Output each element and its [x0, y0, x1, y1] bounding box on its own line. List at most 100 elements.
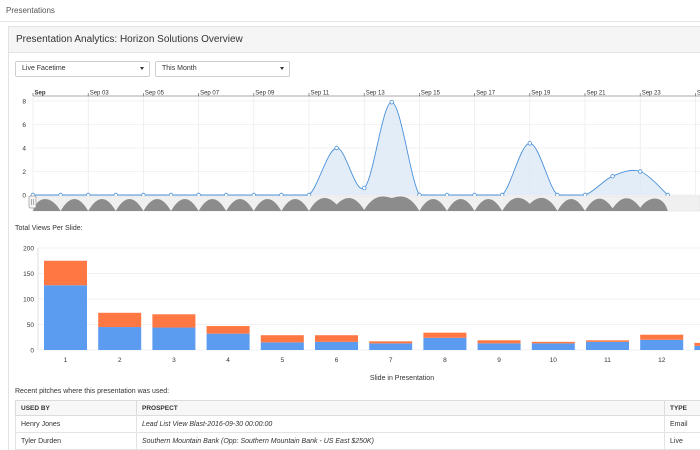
breadcrumb[interactable]: Presentations — [6, 6, 55, 15]
period-select[interactable]: This Month — [155, 61, 290, 77]
data-point[interactable] — [389, 99, 394, 105]
panel-header: Presentation Analytics: Horizon Solution… — [9, 27, 700, 53]
bar-segment-secondary[interactable] — [44, 260, 87, 286]
x-tick-label: Sep 05 — [145, 91, 165, 97]
x-tick-label: Sep 13 — [366, 91, 386, 97]
y-tick-label: 0 — [30, 348, 34, 355]
bar-segment-secondary[interactable] — [531, 341, 575, 344]
bar-segment-secondary[interactable] — [586, 340, 629, 342]
bar-segment-primary[interactable] — [369, 343, 413, 350]
x-tick-label: 10 — [550, 357, 558, 364]
period-select-value: This Month — [162, 65, 197, 72]
y-tick-label: 2 — [22, 169, 26, 176]
bar-segment-primary[interactable] — [531, 343, 575, 350]
column-header-prospect[interactable]: PROSPECT — [136, 400, 665, 416]
cell-type: Email — [664, 415, 700, 433]
bar-segment-secondary[interactable] — [152, 314, 196, 328]
x-tick-label: 12 — [658, 357, 666, 364]
table-header-row: USED BY PROSPECT TYPE — [15, 400, 700, 416]
x-tick-label: Sep 23 — [642, 91, 662, 97]
data-point[interactable] — [362, 185, 367, 191]
bar-segment-primary[interactable] — [260, 342, 304, 350]
page-title: Presentation Analytics: Horizon Solution… — [16, 34, 243, 45]
bar-segment-primary[interactable] — [586, 341, 629, 350]
x-tick-label: 9 — [497, 357, 501, 364]
metric-select[interactable]: Live Facetime — [15, 61, 150, 77]
x-tick-label: 1 — [64, 357, 68, 364]
bar-series — [44, 260, 700, 350]
y-tick-label: 150 — [23, 271, 34, 278]
bar-segment-secondary[interactable] — [98, 312, 142, 328]
x-tick-label: Sep — [35, 91, 46, 97]
x-tick-label: 4 — [226, 357, 230, 364]
timeline-x-labels: Sep Sep 03 Sep 05 Sep 07 Sep 09 Sep 11 Sep 13 S… — [32, 91, 700, 97]
cell-used-by: Tyler Durden — [15, 432, 137, 450]
x-tick-label: Sep 19 — [531, 91, 551, 97]
bar-segment-secondary[interactable] — [640, 334, 684, 340]
bar-segment-secondary[interactable] — [477, 340, 521, 344]
bar-segment-primary[interactable] — [640, 339, 684, 350]
data-point[interactable] — [638, 169, 643, 174]
bar-segment-primary[interactable] — [44, 285, 87, 350]
pitches-table: USED BY PROSPECT TYPE Henry Jones Lead L… — [15, 400, 700, 450]
x-tick-label: 8 — [443, 357, 447, 364]
navigator-handle[interactable] — [28, 195, 37, 209]
bar-segment-primary[interactable] — [694, 345, 700, 350]
y-tick-label: 200 — [23, 246, 34, 253]
pitches-label: Recent pitches where this presentation w… — [15, 388, 170, 395]
x-tick-label: 3 — [172, 357, 176, 364]
x-tick-label: 11 — [604, 357, 611, 364]
bar-segment-secondary[interactable] — [694, 342, 700, 346]
x-tick-label: Sep 17 — [476, 91, 496, 97]
top-bar: Presentations — [0, 0, 700, 22]
x-tick-label: 6 — [335, 357, 339, 364]
bar-y-labels: 0 50 100 150 200 — [23, 246, 34, 355]
column-header-used-by[interactable]: USED BY — [15, 400, 137, 416]
data-point[interactable] — [527, 141, 532, 146]
bar-segment-primary[interactable] — [98, 327, 142, 350]
bar-segment-secondary[interactable] — [260, 335, 304, 343]
cell-used-by: Henry Jones — [15, 415, 137, 433]
chevron-down-icon — [140, 67, 144, 70]
x-tick-label: 7 — [389, 357, 393, 364]
bar-segment-secondary[interactable] — [206, 326, 250, 334]
x-tick-label: 2 — [118, 357, 122, 364]
bar-x-axis-title: Slide in Presentation — [370, 375, 434, 382]
bar-segment-primary[interactable] — [152, 327, 196, 350]
timeline-chart: Sep Sep 03 Sep 05 Sep 07 Sep 09 Sep 11 Sep 13 S… — [22, 91, 700, 212]
cell-prospect[interactable]: Lead List View Blast-2016-09-30 00:00:00 — [136, 415, 665, 433]
bar-segment-primary[interactable] — [423, 337, 467, 350]
y-tick-label: 100 — [23, 297, 34, 304]
cell-prospect[interactable]: Southern Mountain Bank (Opp: Southern Mo… — [136, 432, 665, 450]
x-tick-label: Sep 09 — [255, 91, 275, 97]
x-tick-label: Sep 15 — [421, 91, 441, 97]
x-tick-label: Sep 03 — [90, 91, 110, 97]
bar-segment-primary[interactable] — [206, 333, 250, 350]
bar-segment-primary[interactable] — [477, 343, 521, 350]
analytics-panel: Presentation Analytics: Horizon Solution… — [8, 26, 700, 450]
data-point[interactable] — [610, 173, 615, 179]
data-point[interactable] — [334, 145, 339, 151]
column-header-type[interactable]: TYPE — [664, 400, 700, 416]
table-row[interactable]: Tyler Durden Southern Mountain Bank (Opp… — [15, 432, 700, 450]
cell-type: Live — [664, 432, 700, 450]
y-tick-label: 4 — [22, 146, 26, 153]
x-tick-label: 5 — [280, 357, 284, 364]
y-tick-label: 50 — [27, 322, 35, 329]
metric-select-value: Live Facetime — [22, 65, 66, 72]
table-row[interactable]: Henry Jones Lead List View Blast-2016-09… — [15, 415, 700, 433]
bar-segment-secondary[interactable] — [315, 335, 358, 342]
x-tick-label: Sep 21 — [587, 91, 607, 97]
bar-chart-label: Total Views Per Slide: — [15, 225, 83, 232]
bar-segment-secondary[interactable] — [423, 332, 467, 338]
navigator-series — [33, 196, 668, 211]
y-tick-label: 0 — [22, 193, 26, 200]
bar-segment-secondary[interactable] — [369, 341, 413, 344]
timeline-area — [33, 102, 668, 195]
x-tick-label: Sep 11 — [311, 91, 330, 97]
chevron-down-icon — [280, 67, 284, 70]
x-tick-label: S — [697, 91, 700, 97]
x-tick-label: Sep 07 — [200, 91, 220, 97]
bar-segment-primary[interactable] — [315, 341, 358, 350]
